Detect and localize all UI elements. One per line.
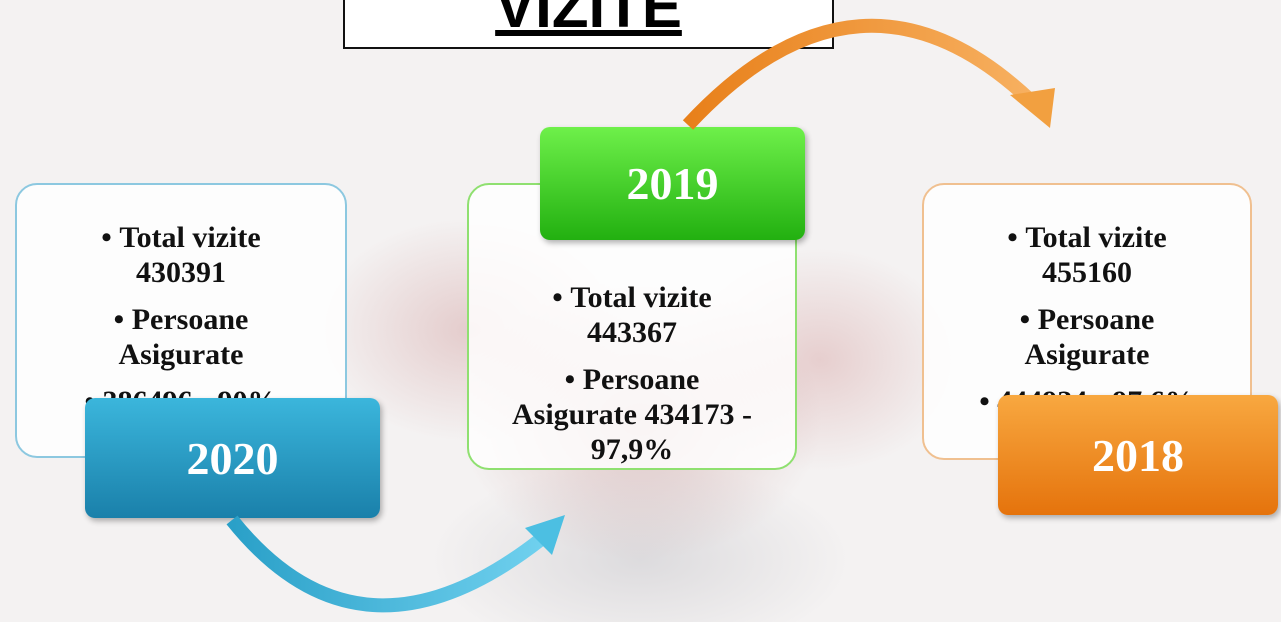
arrows — [0, 0, 1281, 622]
arrow-2019-2018 — [688, 26, 1030, 125]
arrowhead — [1010, 88, 1055, 128]
arrow-2020-2019 — [232, 520, 540, 605]
slide: VIZITE Total vizite 430391Persoane Asigu… — [0, 0, 1281, 622]
